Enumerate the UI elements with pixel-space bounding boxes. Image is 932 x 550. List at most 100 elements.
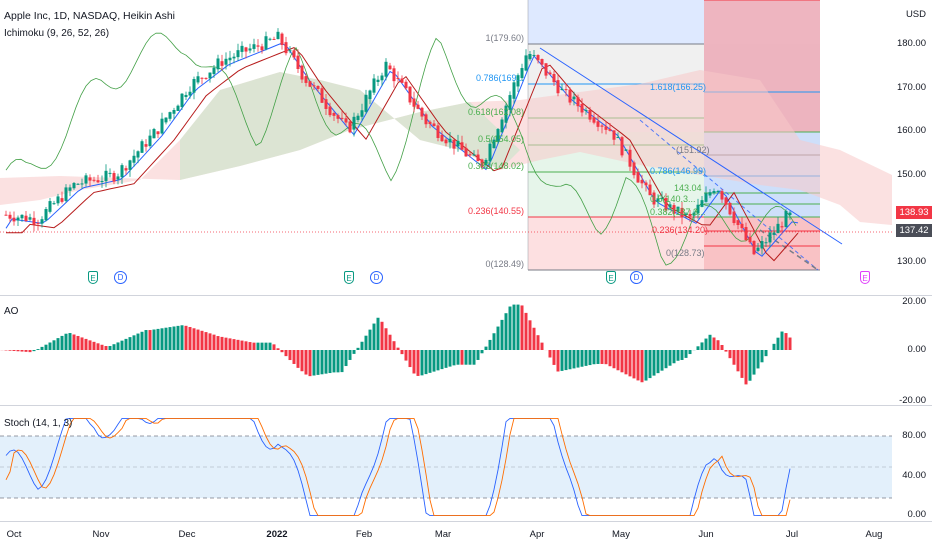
candle-body	[296, 55, 300, 70]
candle-body	[548, 72, 552, 75]
time-tick: Jun	[698, 529, 714, 540]
ao-bar	[240, 340, 244, 350]
candle-body	[496, 129, 500, 142]
candle-body	[256, 45, 260, 47]
candle-body	[752, 240, 756, 255]
ao-bar	[512, 304, 516, 350]
ao-bar	[576, 350, 580, 368]
earnings-marker[interactable]: E	[344, 271, 354, 284]
candle-body	[344, 118, 348, 123]
candle-body	[564, 89, 568, 91]
candle-body	[632, 162, 636, 176]
candle-body	[552, 73, 556, 83]
candle-body	[160, 118, 164, 134]
candle-body	[724, 197, 728, 205]
price-chart[interactable]	[0, 0, 892, 294]
ao-bar	[8, 350, 12, 351]
ao-bar	[744, 350, 748, 385]
fib-extension-label: 1.618(166.25)	[650, 82, 707, 92]
candle-body	[332, 113, 336, 116]
ao-bar	[644, 350, 648, 381]
ao-bar	[632, 350, 636, 379]
ao-bar	[68, 333, 72, 350]
candle-body	[156, 131, 160, 135]
ao-bar	[188, 327, 192, 350]
ao-bar	[72, 334, 76, 350]
symbol-title[interactable]: Apple Inc, 1D, NASDAQ, Heikin Ashi	[4, 10, 175, 22]
stoch-pane[interactable]: Stoch (14, 1, 3)	[0, 406, 892, 520]
candle-body	[368, 90, 372, 100]
candle-body	[476, 154, 480, 162]
fib-level-label: 0.382(148.02)	[467, 161, 524, 171]
price-tick: 150.00	[896, 169, 926, 180]
candle-body	[200, 77, 204, 79]
ao-bar	[784, 333, 788, 350]
stoch-legend[interactable]: Stoch (14, 1, 3)	[4, 418, 73, 429]
pane-separator[interactable]	[0, 295, 932, 296]
earnings-marker[interactable]: E	[88, 271, 98, 284]
ao-bar	[788, 337, 792, 350]
ao-bar	[64, 333, 68, 350]
ao-bar	[616, 350, 620, 371]
stoch-tick: 0.00	[907, 509, 927, 520]
candle-body	[196, 76, 200, 83]
ao-bar	[572, 350, 576, 369]
ao-bar	[536, 335, 540, 350]
ao-pane[interactable]: AO	[0, 296, 892, 404]
candle-body	[304, 76, 308, 83]
time-axis[interactable]: Oct Nov Dec 2022 Feb Mar Apr May Jun Jul…	[0, 521, 892, 550]
ao-bar	[184, 325, 188, 350]
ao-axis[interactable]: 20.00 0.00 -20.00	[892, 296, 932, 406]
close-price-tag: 137.42	[896, 224, 932, 237]
candle-body	[728, 202, 732, 215]
candle-body	[348, 121, 352, 133]
ao-bar	[412, 350, 416, 374]
dividend-marker[interactable]: D	[114, 271, 127, 284]
ao-bar	[100, 344, 104, 350]
candle-body	[720, 191, 724, 200]
candle-body	[268, 38, 272, 40]
candle-body	[392, 68, 396, 82]
pane-separator[interactable]	[0, 405, 932, 406]
lagging-span	[5, 32, 797, 266]
candle-body	[176, 105, 180, 111]
indicator-legend-ichimoku[interactable]: Ichimoku (9, 26, 52, 26)	[4, 28, 110, 39]
ao-bar	[388, 334, 392, 350]
ao-bar	[268, 342, 272, 350]
ao-bar	[300, 350, 304, 372]
ao-bar	[320, 350, 324, 375]
ao-bar	[636, 350, 640, 381]
price-pane[interactable]: Apple Inc, 1D, NASDAQ, Heikin Ashi Ichim…	[0, 0, 892, 294]
candle-body	[52, 203, 56, 205]
candle-body	[484, 159, 488, 166]
earnings-marker[interactable]: E	[860, 271, 870, 284]
dividend-marker[interactable]: D	[370, 271, 383, 284]
ao-bar	[116, 342, 120, 350]
ao-bar	[756, 350, 760, 369]
ao-bar	[660, 350, 664, 371]
ao-bar	[564, 350, 568, 371]
candle-body	[192, 79, 196, 93]
dividend-marker[interactable]: D	[630, 271, 643, 284]
price-axis[interactable]: USD 180.00 170.00 160.00 150.00 130.00	[892, 0, 932, 294]
stoch-axis[interactable]: 80.00 40.00 0.00	[892, 406, 932, 520]
ao-bar	[704, 338, 708, 350]
candle-body	[4, 214, 8, 216]
candle-body	[232, 56, 236, 59]
candle-body	[756, 247, 760, 251]
ao-bar	[264, 342, 268, 350]
ao-bar	[448, 350, 452, 367]
earnings-marker[interactable]: E	[606, 271, 616, 284]
ao-bar	[232, 339, 236, 350]
ao-bar	[376, 317, 380, 350]
candle-body	[248, 48, 252, 51]
ao-bar	[480, 350, 484, 354]
candle-body	[300, 65, 304, 80]
candle-body	[280, 33, 284, 45]
candle-body	[12, 217, 16, 222]
ao-bar	[36, 349, 40, 350]
ao-legend[interactable]: AO	[4, 306, 19, 317]
candle-body	[152, 129, 156, 139]
time-tick: Jul	[785, 529, 799, 540]
ao-bar	[248, 342, 252, 350]
